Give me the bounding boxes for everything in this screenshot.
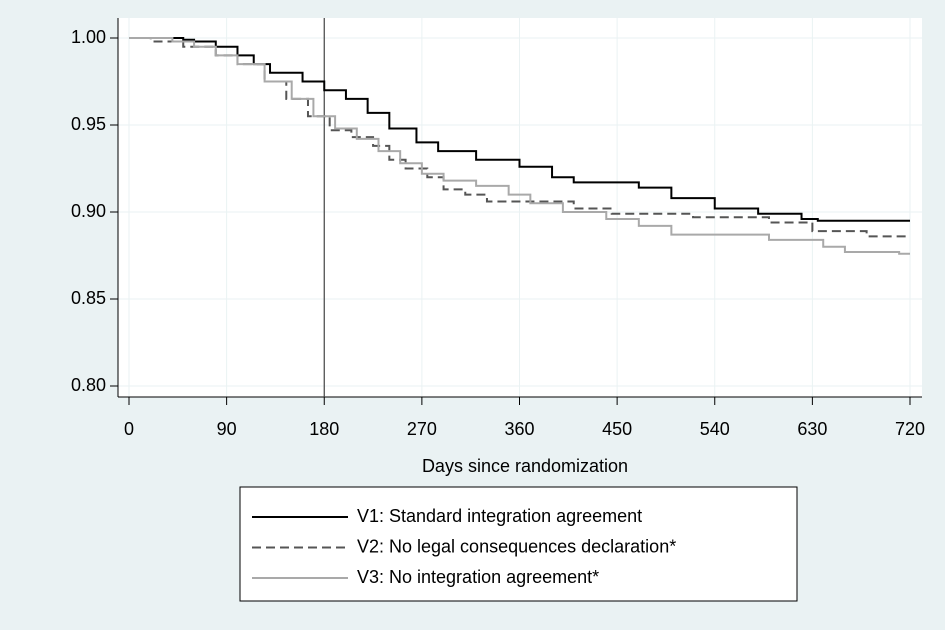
x-tick-label: 270 <box>407 419 437 439</box>
x-tick-label: 0 <box>124 419 134 439</box>
x-tick-label: 180 <box>309 419 339 439</box>
legend-box <box>239 486 798 602</box>
y-tick-label: 0.80 <box>71 375 106 395</box>
x-tick-label: 90 <box>217 419 237 439</box>
legend-label: V1: Standard integration agreement <box>357 506 642 526</box>
y-tick-label: 0.90 <box>71 201 106 221</box>
y-tick-label: 0.95 <box>71 114 106 134</box>
survival-curve <box>129 37 910 255</box>
x-tick-label: 360 <box>504 419 534 439</box>
x-tick-label: 540 <box>700 419 730 439</box>
y-tick-label: 0.85 <box>71 288 106 308</box>
legend-label: V2: No legal consequences declaration* <box>357 536 676 556</box>
y-tick-label: 1.00 <box>71 27 106 47</box>
legend-label: V3: No integration agreement* <box>357 567 599 587</box>
x-axis-label: Days since randomization <box>422 456 628 476</box>
survival-curve <box>129 37 910 222</box>
x-tick-label: 450 <box>602 419 632 439</box>
x-tick-label: 630 <box>797 419 827 439</box>
x-tick-label: 720 <box>895 419 925 439</box>
